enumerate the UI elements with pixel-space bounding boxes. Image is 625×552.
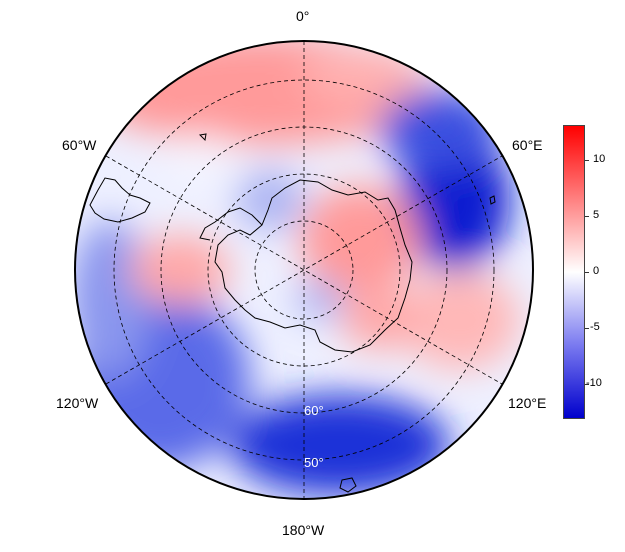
colorbar-tickmark: [585, 160, 589, 161]
colorbar-tickmark: [585, 272, 589, 273]
colorbar-tickmark: [585, 216, 589, 217]
colorbar: [563, 125, 585, 419]
lon-label-60w: 60°W: [62, 137, 97, 153]
island: [198, 133, 207, 142]
lon-label-60e: 60°E: [512, 137, 543, 153]
colorbar-tick-label: 5: [593, 209, 600, 221]
colorbar-tick-label: -5: [590, 321, 600, 333]
island: [489, 195, 496, 205]
antarctica-coastline: [214, 179, 413, 353]
colorbar-tickmark: [585, 384, 589, 385]
map-boundary: [74, 40, 534, 500]
lon-label-180w: 180°W: [282, 522, 325, 538]
anomaly-field: [75, 41, 533, 499]
colorbar-tick-label: 10: [593, 153, 606, 165]
lat-label-60: 60°: [304, 403, 324, 418]
lon-label-120w: 120°W: [56, 395, 99, 411]
colorbar-tick-label: -10: [586, 377, 602, 389]
colorbar-tickmark: [585, 328, 589, 329]
colorbar-tick-label: 0: [593, 265, 600, 277]
lat-label-50: 50°: [304, 455, 324, 470]
antarctic-peninsula: [199, 207, 263, 241]
lon-label-120e: 120°E: [508, 395, 547, 411]
island: [339, 477, 357, 493]
south-america-coastline: [89, 177, 151, 223]
meridians: [105, 41, 503, 499]
lon-label-0: 0°: [296, 8, 310, 24]
